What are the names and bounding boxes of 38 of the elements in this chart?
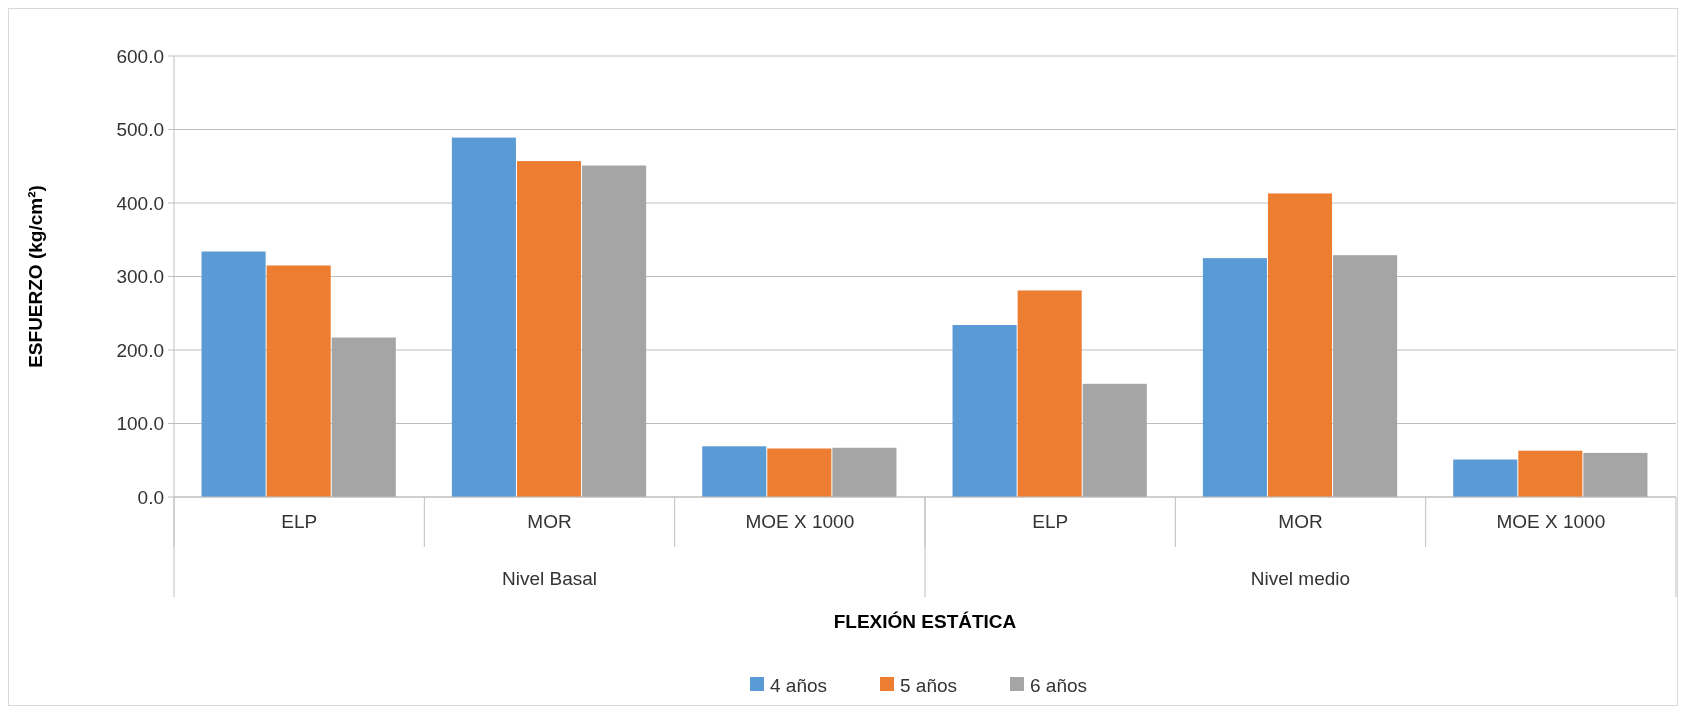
bar [1518, 450, 1583, 497]
bar [702, 446, 767, 497]
legend-label: 5 años [900, 674, 958, 696]
bar [1082, 383, 1147, 497]
text: Nivel medio [1250, 568, 1351, 589]
bar [1453, 459, 1518, 497]
text: Nivel Basal [501, 568, 598, 589]
y-tick-label: 600.0 [116, 45, 164, 67]
y-tick-label: 200.0 [116, 339, 164, 361]
bar [767, 448, 832, 497]
bar [1202, 258, 1267, 497]
y-tick-label: 100.0 [116, 413, 164, 435]
bar [1017, 290, 1082, 497]
bar [451, 137, 516, 497]
bar [201, 251, 266, 497]
bar [266, 265, 331, 497]
bar [832, 447, 897, 497]
bar [516, 161, 582, 497]
bar [331, 337, 396, 497]
y-tick-label: 300.0 [116, 266, 164, 288]
bar [582, 165, 647, 497]
bar [1267, 193, 1333, 497]
bar [1583, 452, 1648, 497]
bar [952, 325, 1017, 497]
x-tick-label: ELP [281, 511, 318, 532]
x-tick-label: MOR [1278, 511, 1323, 532]
y-tick-label: 0.0 [137, 486, 164, 508]
legend-label: 4 años [770, 674, 828, 696]
bar [1333, 255, 1398, 497]
x-axis-title: FLEXIÓN ESTÁTICA [833, 611, 1017, 632]
y-axis-title: ESFUERZO (kg/cm²) [25, 185, 46, 368]
x-tick-label: ELP [1032, 511, 1069, 532]
y-tick-label: 400.0 [116, 192, 164, 214]
legend-label: 6 años [1030, 674, 1088, 696]
y-tick-label: 500.0 [116, 119, 164, 141]
x-tick-label: MOR [527, 511, 572, 532]
x-tick-label: MOE X 1000 [745, 511, 855, 532]
x-tick-label: MOE X 1000 [1496, 511, 1606, 532]
